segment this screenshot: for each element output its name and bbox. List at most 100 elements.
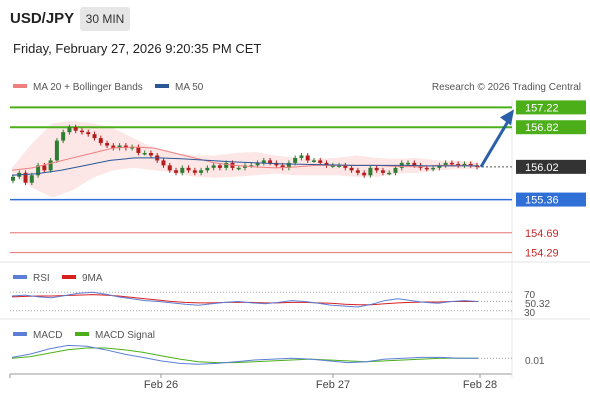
macd-line (11, 344, 478, 365)
candle-body (236, 167, 241, 170)
candle-body (205, 167, 210, 171)
x-tick-label: Feb 27 (316, 379, 350, 391)
legend-swatch-ma50 (155, 84, 169, 88)
level-label-bg (516, 192, 586, 207)
candle-body (355, 170, 360, 173)
candle-body (374, 167, 379, 171)
candle-body (456, 163, 461, 166)
x-tick-label: Feb 28 (463, 379, 497, 391)
candle-body (79, 130, 84, 133)
macd-signal-line (11, 347, 478, 364)
candle-body (98, 138, 103, 144)
candle-body (92, 134, 97, 139)
candle-body (286, 162, 291, 168)
candle-body (387, 172, 392, 175)
candle-body (268, 160, 273, 163)
candle-body (330, 165, 335, 167)
legend-swatch-bollinger (13, 84, 27, 88)
candle-body (11, 176, 15, 181)
candle-body (293, 157, 298, 163)
candle-body (224, 162, 229, 168)
candle-body (67, 127, 72, 133)
legend-swatch-macd (13, 332, 27, 336)
candle-body (261, 160, 266, 163)
candle-body (324, 162, 329, 166)
x-tick-label: Feb 26 (144, 379, 178, 391)
candle-body (136, 147, 141, 153)
level-label-bg (516, 120, 586, 135)
candle-body (380, 170, 385, 173)
candle-body (449, 162, 454, 165)
interval-badge[interactable]: 30 MIN (80, 7, 130, 31)
ma50-line (11, 157, 478, 176)
candle-body (424, 167, 429, 170)
candle-body (368, 167, 373, 176)
legend-label-bollinger: MA 20 + Bollinger Bands (33, 82, 143, 93)
candle-body (61, 132, 66, 141)
candle-body (42, 165, 47, 171)
candle-body (111, 145, 116, 149)
level-label-bg (516, 159, 586, 174)
candle-body (48, 160, 53, 171)
candle-body (393, 167, 398, 173)
candle-body (148, 152, 153, 156)
symbol-title: USD/JPY (10, 10, 75, 27)
candle-body (174, 170, 179, 173)
candle-body (73, 127, 78, 131)
candle-body (406, 162, 411, 165)
candle-body (211, 165, 216, 168)
timestamp: Friday, February 27, 2026 9:20:35 PM CET (13, 41, 262, 56)
candle-body (337, 165, 342, 167)
candle-body (299, 155, 304, 158)
candle-body (199, 170, 204, 173)
candle-body (412, 162, 417, 166)
macd-last-value: 0.01 (525, 356, 545, 367)
candle-body (443, 162, 448, 166)
legend-label-ma50: MA 50 (175, 82, 204, 93)
candle-body (117, 145, 122, 149)
candle-body (167, 165, 172, 171)
bollinger-band (12, 120, 478, 198)
candle-body (130, 147, 135, 149)
level-label-bg (516, 100, 586, 115)
candle-body (311, 160, 316, 162)
candle-body (255, 162, 260, 166)
candle-body (431, 167, 436, 170)
legend-label-rsi-ma: 9MA (82, 273, 103, 284)
candle-body (54, 140, 59, 161)
candle-body (142, 152, 147, 155)
candle-body (318, 160, 323, 163)
candle-body (86, 132, 91, 135)
candle-body (362, 172, 367, 176)
candle-body (468, 163, 473, 166)
candle-body (161, 160, 166, 166)
forecast-arrow-shaft (479, 120, 510, 168)
candle-body (23, 172, 28, 183)
level-label: 154.29 (525, 248, 559, 260)
candle-body (105, 143, 110, 146)
legend-swatch-macd-signal (75, 332, 89, 336)
ma20-line (11, 146, 479, 171)
candle-body (186, 167, 191, 171)
level-label: 157.22 (525, 102, 559, 114)
candle-body (123, 145, 128, 149)
candle-body (29, 175, 34, 183)
level-label: 154.69 (525, 228, 559, 240)
candle-body (305, 155, 310, 161)
candle-body (280, 165, 285, 168)
arrow-up-right-icon (500, 109, 514, 126)
rsi-tick-30: 30 (524, 308, 536, 319)
level-label: 156.02 (525, 162, 559, 174)
candle-body (343, 165, 348, 168)
attribution: Research © 2026 Trading Central (432, 82, 581, 93)
rsi-tick-70: 70 (524, 290, 536, 301)
legend-label-macd: MACD (33, 330, 62, 341)
candle-body (217, 165, 222, 168)
candle-body (36, 165, 41, 176)
candle-body (349, 167, 354, 171)
legend-swatch-rsi-ma (62, 275, 76, 279)
rsi-last-value: 50.32 (525, 299, 550, 310)
candle-body (437, 165, 442, 168)
legend-label-rsi: RSI (33, 273, 50, 284)
